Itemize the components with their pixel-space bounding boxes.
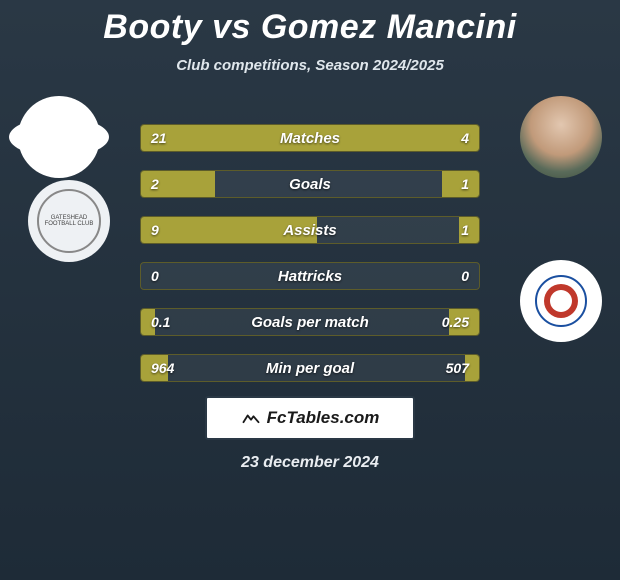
date-line: 23 december 2024 bbox=[0, 454, 620, 472]
stat-value-right: 1 bbox=[461, 171, 469, 197]
stat-label: Goals per match bbox=[141, 309, 479, 335]
subtitle: Club competitions, Season 2024/2025 bbox=[0, 57, 620, 74]
comparison-bars: Matches214Goals21Assists91Hattricks00Goa… bbox=[140, 124, 480, 400]
player-left-photo bbox=[18, 96, 100, 178]
stat-row: Goals per match0.1 0.25 bbox=[140, 308, 480, 336]
stat-label: Hattricks bbox=[141, 263, 479, 289]
stat-value-right: 0.25 bbox=[442, 309, 469, 335]
stat-label: Matches bbox=[141, 125, 479, 151]
stat-label: Min per goal bbox=[141, 355, 479, 381]
stat-value-left: 964 bbox=[151, 355, 174, 381]
stat-row: Hattricks0 0 bbox=[140, 262, 480, 290]
player-right-photo bbox=[520, 96, 602, 178]
stat-label: Goals bbox=[141, 171, 479, 197]
fctables-logo-icon bbox=[241, 408, 261, 428]
footer-brand-text: FcTables.com bbox=[267, 408, 380, 428]
stat-value-left: 9 bbox=[151, 217, 159, 243]
footer-brand-badge[interactable]: FcTables.com bbox=[205, 396, 415, 440]
stat-row: Matches21 4 bbox=[140, 124, 480, 152]
stat-value-right: 0 bbox=[461, 263, 469, 289]
stat-value-left: 2 bbox=[151, 171, 159, 197]
stat-value-left: 0.1 bbox=[151, 309, 170, 335]
club-right-logo bbox=[520, 260, 602, 342]
stat-value-right: 507 bbox=[446, 355, 469, 381]
stat-value-left: 21 bbox=[151, 125, 167, 151]
stat-value-right: 1 bbox=[461, 217, 469, 243]
club-left-logo: GATESHEADFOOTBALL CLUB bbox=[28, 180, 110, 262]
stat-value-left: 0 bbox=[151, 263, 159, 289]
stat-label: Assists bbox=[141, 217, 479, 243]
gateshead-badge: GATESHEADFOOTBALL CLUB bbox=[37, 189, 101, 253]
stat-row: Min per goal964 507 bbox=[140, 354, 480, 382]
stat-value-right: 4 bbox=[461, 125, 469, 151]
stat-row: Assists9 1 bbox=[140, 216, 480, 244]
stat-row: Goals2 1 bbox=[140, 170, 480, 198]
hartlepool-badge bbox=[535, 275, 587, 327]
page-title: Booty vs Gomez Mancini bbox=[0, 0, 620, 47]
